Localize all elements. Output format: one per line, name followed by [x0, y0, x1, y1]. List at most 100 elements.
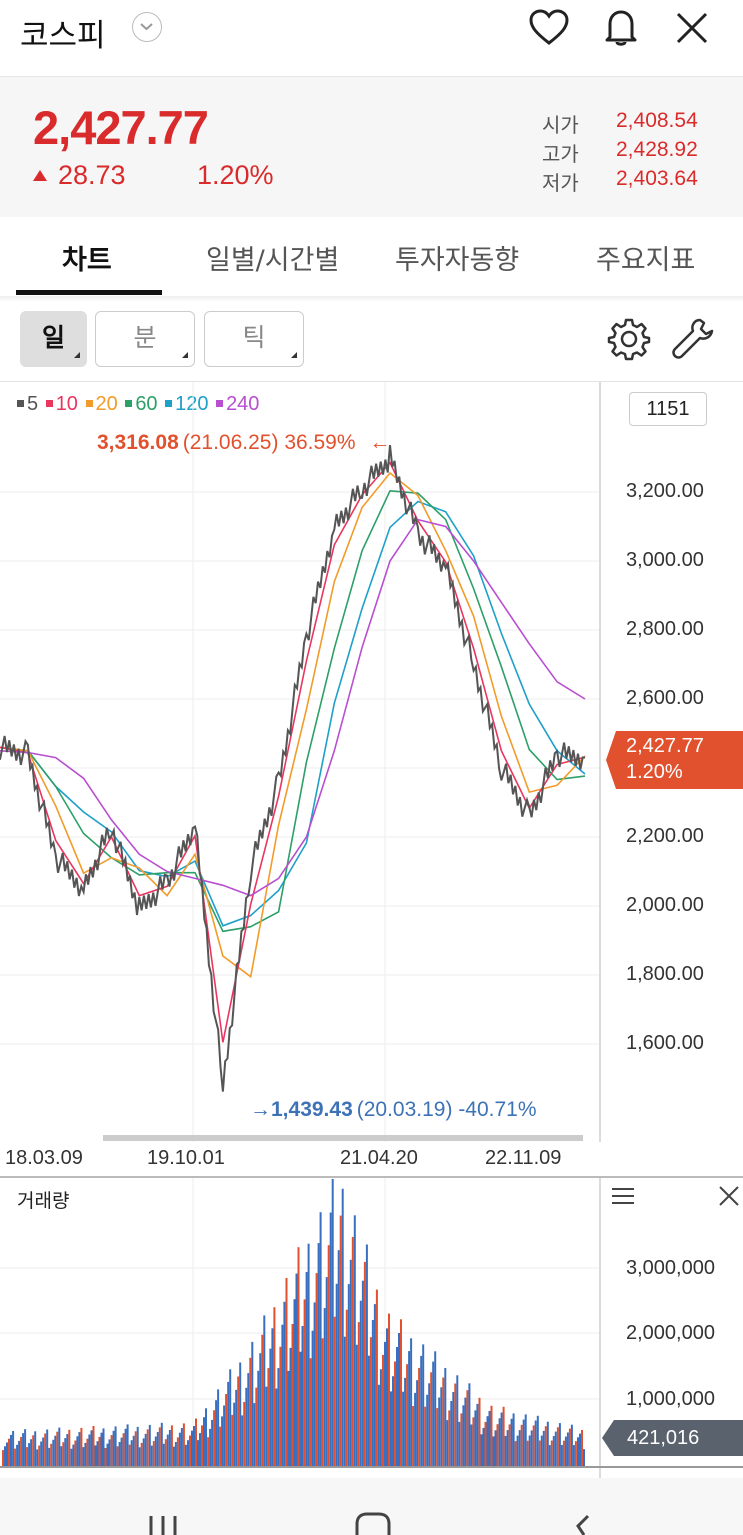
tab-indicators[interactable]: 주요지표	[596, 245, 696, 276]
volume-bar	[426, 1394, 429, 1466]
volume-bar	[28, 1443, 31, 1466]
volume-bar	[152, 1441, 155, 1466]
volume-bar	[251, 1341, 254, 1466]
volume-bar	[255, 1387, 258, 1466]
volume-bar	[458, 1421, 461, 1466]
volume-bar	[6, 1442, 8, 1466]
volume-bar	[528, 1435, 531, 1466]
current-price-tag: 2,427.77 1.20%	[606, 731, 743, 789]
close-icon[interactable]	[717, 1184, 741, 1208]
volume-bar	[154, 1436, 157, 1466]
volume-bar	[468, 1383, 471, 1466]
index-title: 코스피	[20, 18, 106, 54]
volume-bar	[536, 1415, 539, 1466]
tab-investors[interactable]: 투자자동향	[395, 245, 520, 276]
volume-bar	[414, 1392, 417, 1466]
volume-bar	[285, 1278, 288, 1466]
chart-scrollbar[interactable]	[103, 1135, 583, 1141]
volume-bar	[4, 1446, 6, 1466]
menu-icon[interactable]	[610, 1186, 636, 1206]
volume-bar	[267, 1368, 270, 1466]
current-tag-price: 2,427.77	[626, 735, 704, 757]
bell-icon[interactable]	[600, 6, 642, 48]
volume-chart[interactable]	[0, 1178, 743, 1478]
volume-bar	[388, 1313, 390, 1466]
volume-bar	[502, 1406, 505, 1466]
volume-bar	[480, 1434, 483, 1466]
heart-icon[interactable]	[528, 8, 570, 48]
period-tick-button[interactable]: 틱	[204, 311, 304, 367]
candle-count-box[interactable]: 1151	[629, 392, 707, 426]
volume-bar	[329, 1212, 332, 1466]
volume-bar	[420, 1355, 423, 1466]
volume-bar	[64, 1438, 67, 1466]
y-tick: 1,800.00	[626, 963, 704, 985]
gear-icon[interactable]	[606, 316, 652, 362]
volume-bar	[221, 1416, 224, 1466]
volume-bar	[359, 1300, 362, 1466]
recent-apps-icon[interactable]	[145, 1514, 181, 1535]
volume-bar	[351, 1236, 354, 1466]
volume-bar	[552, 1436, 555, 1466]
volume-bar	[150, 1445, 153, 1466]
volume-bar	[382, 1354, 384, 1466]
high-annotation-value: 3,316.08	[97, 431, 179, 454]
volume-bar	[36, 1449, 39, 1466]
volume-bar	[219, 1426, 222, 1466]
ma60-line	[0, 489, 586, 933]
volume-bar	[544, 1426, 547, 1466]
volume-bar	[14, 1448, 17, 1466]
legend-ma10: 10	[55, 393, 78, 415]
volume-bar	[297, 1247, 300, 1466]
volume-bar	[532, 1425, 535, 1466]
volume-bar	[347, 1284, 350, 1466]
volume-bar	[416, 1380, 419, 1466]
volume-bar	[146, 1429, 149, 1466]
tab-daily[interactable]: 일별/시간별	[206, 245, 340, 276]
volume-bar	[78, 1432, 81, 1466]
volume-bar	[386, 1328, 388, 1466]
volume-bar	[514, 1441, 517, 1466]
back-icon[interactable]	[570, 1514, 594, 1535]
quote-panel	[0, 77, 743, 217]
volume-bar	[30, 1439, 33, 1466]
volume-bar	[56, 1431, 59, 1466]
volume-bar	[488, 1411, 491, 1466]
volume-bar	[464, 1397, 467, 1466]
tab-chart[interactable]: 차트	[62, 245, 112, 276]
volume-bar	[174, 1442, 177, 1466]
volume-bar	[156, 1432, 159, 1466]
volume-bar	[542, 1430, 545, 1466]
volume-bar	[225, 1394, 228, 1466]
system-nav-bar	[0, 1478, 743, 1535]
volume-bar	[8, 1438, 10, 1466]
current-volume-tag: 421,016	[602, 1420, 743, 1456]
volume-bar	[84, 1442, 87, 1466]
volume-bar	[40, 1441, 43, 1466]
volume-bar	[472, 1417, 475, 1466]
high-value: 2,428.92	[616, 138, 698, 161]
close-icon[interactable]	[674, 10, 710, 46]
period-minute-button[interactable]: 분	[95, 311, 195, 367]
volume-bar	[213, 1410, 216, 1466]
low-annotation: →1,439.43 (20.03.19) -40.71%	[250, 1098, 537, 1122]
volume-bar	[522, 1419, 525, 1466]
wrench-icon[interactable]	[670, 316, 718, 362]
price-chart[interactable]	[0, 382, 743, 1142]
volume-bar	[556, 1427, 559, 1466]
volume-bar	[237, 1376, 240, 1466]
volume-bar	[24, 1429, 27, 1466]
volume-bar	[548, 1445, 551, 1466]
chevron-down-icon[interactable]	[132, 12, 162, 42]
volume-bar	[38, 1445, 41, 1466]
volume-bar	[448, 1410, 451, 1466]
volume-bar	[424, 1406, 427, 1466]
volume-bar	[568, 1428, 571, 1466]
home-icon[interactable]	[353, 1512, 393, 1535]
volume-bar	[60, 1446, 63, 1466]
divider	[0, 1176, 743, 1178]
period-day-button[interactable]: 일	[20, 311, 87, 367]
volume-bar	[233, 1402, 236, 1466]
ma120-line	[0, 500, 586, 927]
volume-bar	[42, 1437, 45, 1466]
